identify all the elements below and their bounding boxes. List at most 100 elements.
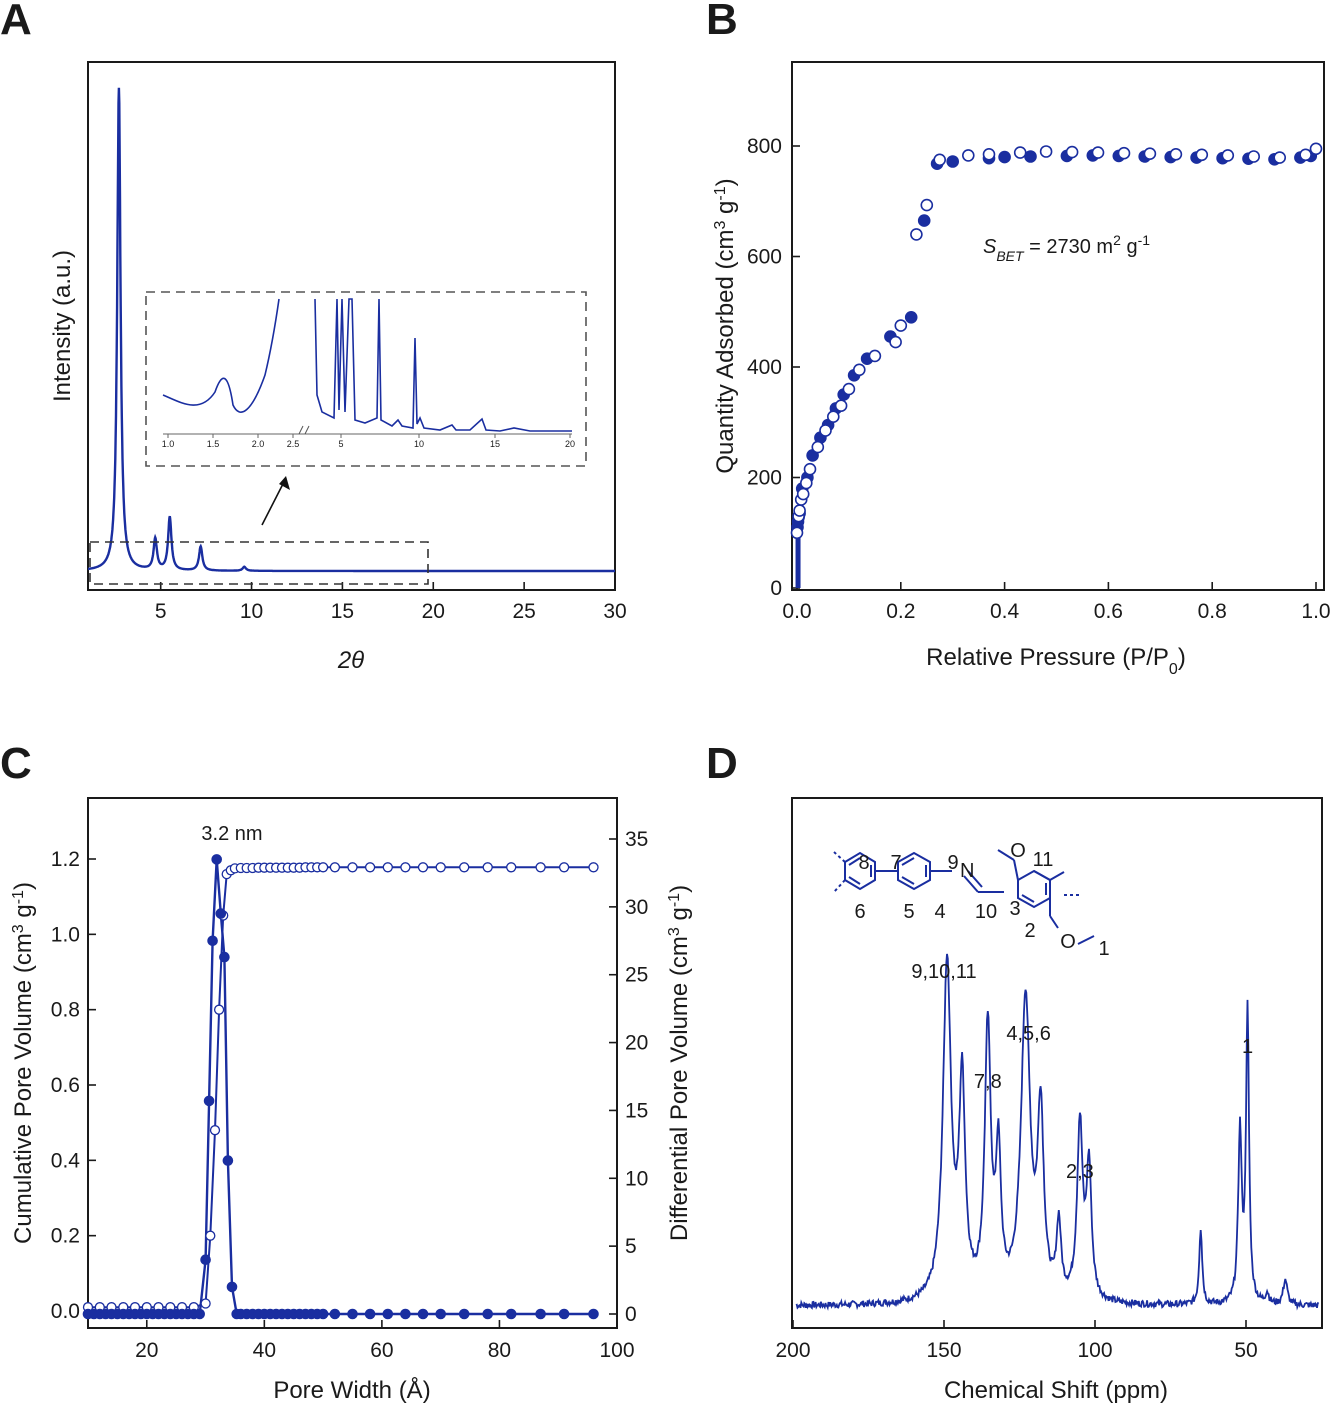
- panel-a-inset-tick-label: 20: [565, 439, 575, 449]
- panel-b-isotherm: 0.0 0.2 0.4 0.6 0.8 1.0 0 200 400 600 800 Relative…: [712, 61, 1331, 678]
- panel-c-xtick-label: 40: [253, 1339, 276, 1362]
- panel-c-ytick-left-label: 0.4: [51, 1149, 81, 1172]
- desorption-point: [961, 149, 975, 162]
- panel-d-peak-label: 4,5,6: [1006, 1023, 1050, 1045]
- differential-point: [535, 1308, 546, 1320]
- cumulative-point: [558, 862, 570, 873]
- structure-label-3: 3: [1009, 898, 1020, 920]
- desorption-point: [1117, 146, 1131, 160]
- panel-c-xtick-label: 100: [599, 1339, 634, 1362]
- panel-a-ylabel: Intensity (a.u.): [49, 250, 76, 402]
- desorption-point: [793, 504, 806, 517]
- desorption-point: [811, 440, 825, 454]
- panel-c-ytick-right-label: 5: [625, 1235, 637, 1258]
- panel-c-differential-line: [88, 859, 594, 1316]
- panel-b-xtick-label: 0.4: [990, 600, 1020, 623]
- panel-a-xtick-label: 20: [422, 600, 445, 623]
- panel-c-ytick-left-label: 0.2: [51, 1225, 80, 1248]
- desorption-point: [803, 462, 817, 476]
- differential-point: [435, 1308, 447, 1320]
- structure-bond: [1021, 894, 1035, 903]
- panel-d-frame: [791, 797, 1323, 1329]
- panel-a-xaxis: 5 10 15 20 25 30: [155, 582, 627, 623]
- panel-c-ylabel-left: Cumulative Pore Volume (cm3 g-1): [10, 882, 38, 1244]
- differential-point: [347, 1308, 358, 1320]
- panel-a-xlabel: 2θ: [337, 647, 364, 674]
- panel-a-xtick-label: 10: [240, 600, 263, 623]
- structure-label-1: 1: [1098, 938, 1109, 960]
- desorption-point: [894, 319, 908, 332]
- panel-a-zoom-region: [89, 541, 429, 585]
- structure-bond: [901, 876, 915, 885]
- panel-b-ytick-label: 600: [747, 246, 782, 269]
- panel-a-inset-trace-left: [162, 298, 280, 413]
- structure-label-o-bottom: O: [1060, 931, 1076, 953]
- panel-d-xtick-label: 200: [775, 1339, 810, 1362]
- structure-bond: [963, 875, 979, 893]
- structure-label-7: 7: [890, 852, 901, 874]
- desorption-point: [842, 382, 856, 396]
- desorption-point: [826, 410, 840, 424]
- adsorption-point: [998, 150, 1011, 164]
- differential-point: [364, 1308, 376, 1320]
- structure-bond: [1049, 915, 1059, 929]
- desorption-point: [889, 335, 902, 349]
- desorption-point: [910, 228, 923, 241]
- desorption-point: [1065, 145, 1079, 159]
- desorption-point: [852, 363, 866, 377]
- structure-label-4: 4: [934, 901, 945, 923]
- structure-label-11: 11: [1033, 849, 1054, 871]
- differential-point: [215, 908, 227, 919]
- panel-a-xrd: 5 10 15 20 25 30 2θ Intensity (a.u.) 1.0 1.5 2.…: [49, 61, 627, 674]
- cumulative-point: [588, 862, 599, 873]
- panel-b-ylabel: Quantity Adsorbed (cm3 g-1): [712, 178, 740, 473]
- panel-a-zoom-arrow-head: [279, 476, 290, 490]
- panel-a-xtick-label: 15: [331, 600, 354, 623]
- panel-c-points: [82, 854, 599, 1320]
- panel-d-peak-labels: 9,10,11 7,8 4,5,6 2,3 1: [911, 961, 1253, 1183]
- panel-c-ytick-right-label: 25: [625, 964, 648, 987]
- panel-b-xtick-label: 0.6: [1094, 600, 1123, 623]
- panel-d-structure-labels: 8 7 9 N O 11 6 5 4 10 3 2 O 1: [854, 840, 1109, 960]
- panel-d-xlabel: Chemical Shift (ppm): [944, 1377, 1168, 1404]
- desorption-point: [1195, 148, 1209, 162]
- panel-c-xtick-label: 80: [488, 1339, 511, 1362]
- panel-c-ytick-left-label: 1.2: [51, 848, 80, 871]
- structure-label-5: 5: [903, 901, 914, 923]
- differential-point: [505, 1308, 517, 1320]
- panel-b-xtick-label: 0.8: [1198, 600, 1227, 623]
- panel-d-nmr-trace: [795, 953, 1320, 1311]
- differential-point: [219, 951, 230, 963]
- panel-d-xtick-label: 100: [1077, 1339, 1112, 1362]
- panel-c-ylabel-right: Differential Pore Volume (cm3 g-1): [666, 885, 694, 1241]
- cumulative-point: [400, 862, 411, 873]
- desorption-point: [933, 153, 947, 167]
- panel-d-xtick-label: 50: [1234, 1339, 1257, 1362]
- differential-point: [417, 1308, 429, 1320]
- desorption-point: [1013, 146, 1027, 159]
- panel-a-frame: [87, 61, 616, 591]
- panel-c-peak-annotation: 3.2 nm: [201, 823, 262, 845]
- structure-bond: [1077, 935, 1095, 945]
- structure-label-2: 2: [1024, 920, 1035, 942]
- differential-point: [200, 1254, 211, 1265]
- structure-bond: [848, 857, 861, 866]
- desorption-point: [819, 424, 832, 437]
- structure-label-10: 10: [975, 901, 997, 923]
- panel-b-ytick-label: 800: [747, 135, 782, 158]
- panel-d-xaxis: 200 150 100 50: [775, 1320, 1258, 1362]
- panel-a-inset-tick-label: 1.0: [162, 439, 175, 449]
- structure-bond: [1033, 870, 1051, 881]
- cumulative-point: [317, 862, 329, 873]
- panel-c-ytick-right-label: 30: [625, 896, 648, 919]
- panel-a-xtick-label: 5: [155, 600, 167, 623]
- panel-b-points: [790, 142, 1323, 588]
- differential-point: [382, 1308, 394, 1320]
- panel-b-xtick-label: 0.2: [886, 600, 915, 623]
- desorption-point: [1309, 142, 1323, 156]
- panel-d-peak-label: 2,3: [1066, 1161, 1094, 1183]
- panel-a-inset-tick-label: 1.5: [207, 439, 220, 449]
- desorption-point: [1143, 147, 1157, 160]
- cumulative-point: [364, 862, 376, 873]
- structure-ring-2: [897, 851, 931, 891]
